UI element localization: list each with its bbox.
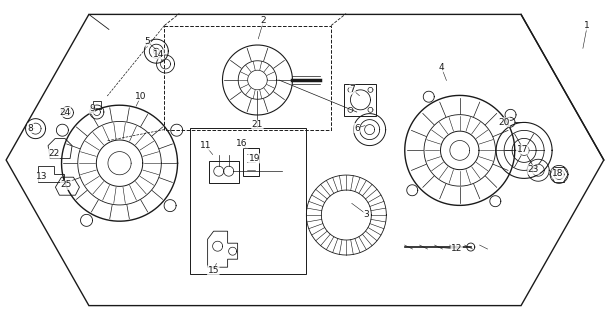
Text: 24: 24 [59,108,70,116]
Text: 19: 19 [249,154,260,163]
Bar [243,148,259,176]
Text: 6: 6 [354,124,360,132]
Text: 17: 17 [517,145,528,154]
Text: 18: 18 [552,169,563,178]
Text: 12: 12 [451,244,462,253]
Text: 1: 1 [584,21,590,30]
Text: 21: 21 [252,120,263,129]
Bar [209,161,238,183]
Text: 14: 14 [153,50,164,59]
Text: 25: 25 [61,180,72,189]
Text: 7: 7 [349,85,356,94]
Text: 20: 20 [498,118,509,127]
Text: 13: 13 [36,172,47,181]
Text: 5: 5 [144,37,150,46]
Text: 11: 11 [200,141,211,150]
Text: 2: 2 [261,16,267,25]
Text: 8: 8 [28,124,34,132]
Text: 9: 9 [89,104,95,113]
Text: 15: 15 [208,266,219,275]
Text: 4: 4 [438,63,444,72]
Text: 10: 10 [135,92,147,100]
Text: 3: 3 [364,210,370,219]
Text: 22: 22 [48,149,59,158]
Bar [93,101,101,109]
Bar [345,84,376,116]
Text: 23: 23 [528,165,539,174]
Text: 16: 16 [237,139,248,148]
